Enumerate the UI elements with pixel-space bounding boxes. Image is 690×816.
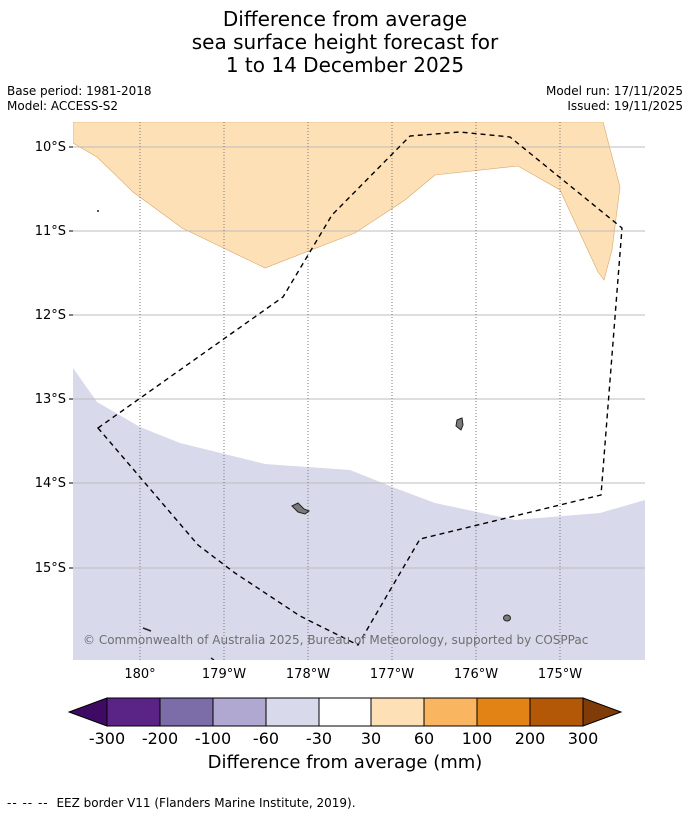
colorbar-bin (212, 697, 267, 727)
colorbar-title: Difference from average (mm) (207, 752, 483, 773)
copyright-credit: © Commonwealth of Australia 2025, Bureau… (83, 633, 589, 647)
lon-label: 177°W (370, 667, 414, 682)
lat-tick-marks (69, 146, 73, 569)
lat-label: 14°S (35, 476, 66, 491)
colorbar-extend-high (582, 697, 623, 727)
islands (97, 210, 511, 660)
lon-label: 178°W (286, 667, 330, 682)
colorbar-bin (318, 697, 372, 727)
colorbar-tick-label: 100 (462, 729, 493, 748)
lon-label: 180° (124, 667, 155, 682)
colorbar-bin (476, 697, 531, 727)
eez-legend-text: EEZ border V11 (Flanders Marine Institut… (56, 796, 356, 810)
colorbar-bin (529, 697, 584, 727)
lat-label: 15°S (35, 561, 66, 576)
colorbar-tick-label: 60 (414, 729, 434, 748)
gridlines (73, 122, 645, 660)
chart-title: Difference from average sea surface heig… (0, 8, 690, 77)
island (97, 210, 99, 212)
colorbar-tick-label: 30 (361, 729, 381, 748)
colorbar-tick-label: -200 (142, 729, 178, 748)
title-line-3: 1 to 14 December 2025 (225, 53, 465, 77)
base-period: Base period: 1981-2018 (7, 84, 152, 98)
negative-anomaly-region (73, 368, 645, 660)
island (503, 614, 511, 622)
issued-date: Issued: 19/11/2025 (567, 99, 683, 113)
lon-label: 175°W (538, 667, 582, 682)
meta-right: Model run: 17/11/2025 Issued: 19/11/2025 (546, 84, 683, 114)
lat-label: 13°S (35, 392, 66, 407)
title-line-1: Difference from average (222, 7, 468, 31)
colorbar-bin (265, 697, 320, 727)
lat-label: 10°S (35, 140, 66, 155)
lon-label: 179°W (202, 667, 246, 682)
eez-border (96, 131, 623, 646)
model-name: Model: ACCESS-S2 (7, 99, 119, 113)
island (291, 502, 311, 515)
colorbar-tick-label: -30 (306, 729, 332, 748)
title-line-2: sea surface height forecast for (191, 30, 499, 54)
colorbar-extend-low (67, 697, 108, 727)
colorbar-bin (423, 697, 478, 727)
colorbar-bin (159, 697, 214, 727)
island (455, 417, 464, 431)
lat-label: 11°S (35, 224, 66, 239)
colorbar (67, 697, 623, 727)
colorbar-tick-label: 200 (515, 729, 546, 748)
colorbar-tick-label: -300 (89, 729, 125, 748)
colorbar-bin (106, 697, 161, 727)
eez-legend-symbol: -- -- -- (7, 796, 49, 810)
model-run: Model run: 17/11/2025 (545, 84, 683, 98)
colorbar-tick-label: 300 (568, 729, 599, 748)
colorbar-bin (370, 697, 425, 727)
island (142, 627, 152, 632)
colorbar-tick-label: -60 (253, 729, 279, 748)
colorbar-tick-label: -100 (195, 729, 231, 748)
lon-label: 176°W (454, 667, 498, 682)
island (210, 657, 215, 660)
footer-legend: -- -- -- EEZ border V11 (Flanders Marine… (7, 796, 356, 810)
lat-label: 12°S (35, 308, 66, 323)
meta-left: Base period: 1981-2018 Model: ACCESS-S2 (7, 84, 152, 114)
